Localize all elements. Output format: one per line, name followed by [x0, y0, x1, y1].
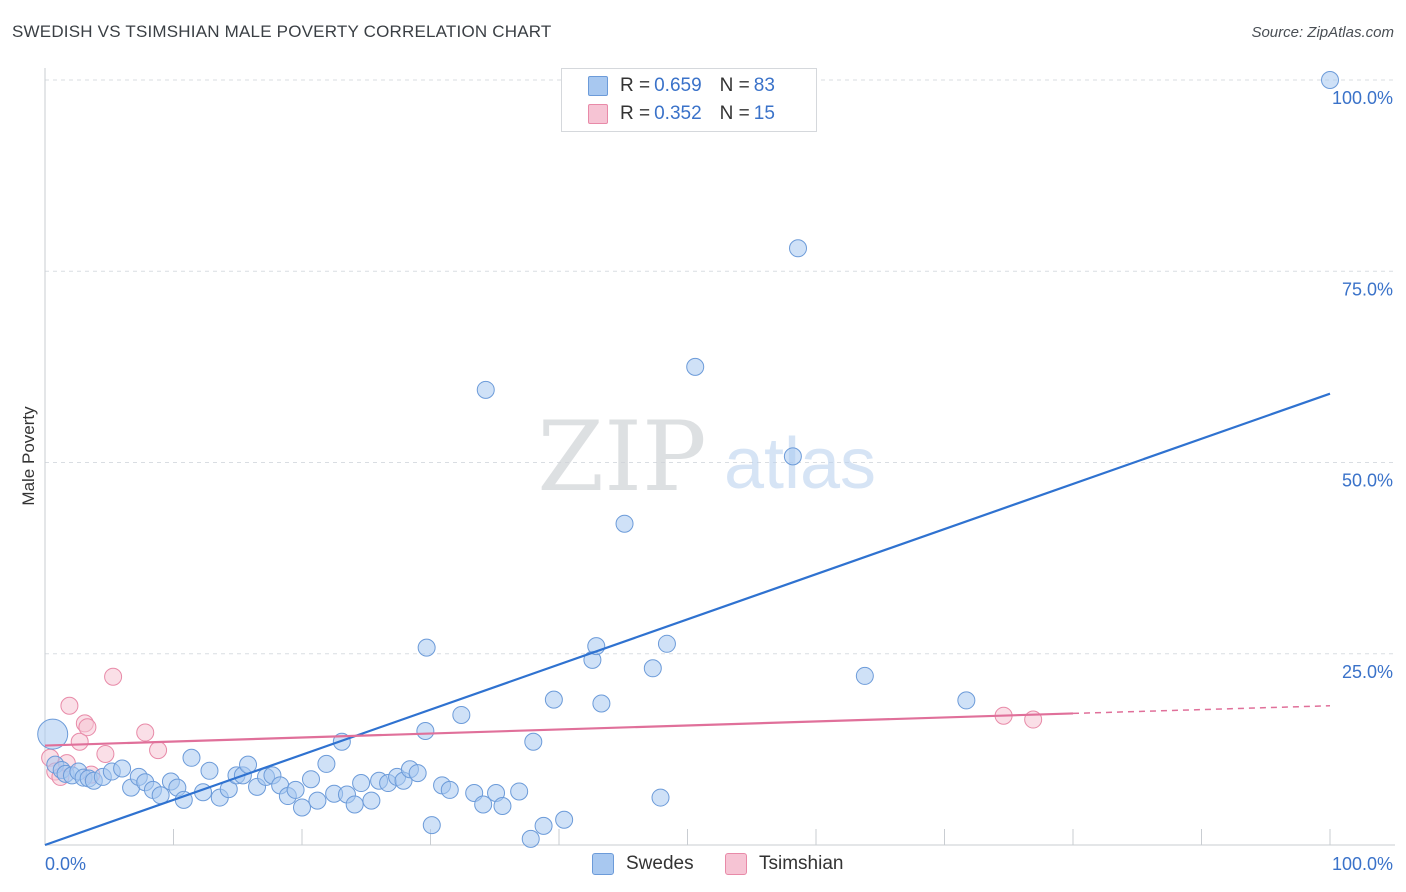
- swedes-point: [440, 780, 459, 799]
- swedes-legend-swatch: [592, 853, 614, 875]
- y-tick-label: 25.0%: [1342, 662, 1393, 682]
- legend-n-label: N =: [719, 75, 750, 96]
- legend-item-tsimshian[interactable]: Tsimshian: [725, 852, 843, 876]
- swedes-point: [493, 796, 512, 815]
- swedes-trend-line: [44, 392, 1331, 847]
- tsimshian-trend-line: [44, 712, 1074, 747]
- x-tick-label: 100.0%: [1332, 854, 1393, 874]
- swedes-point: [182, 748, 201, 767]
- swedes-point: [592, 694, 611, 713]
- tsimshian-legend-swatch: [725, 853, 747, 875]
- swedes-point: [524, 732, 543, 751]
- swedes-point: [408, 764, 427, 783]
- swedes-point: [293, 798, 311, 817]
- swedes-point: [422, 816, 441, 835]
- swedes-point: [452, 705, 471, 724]
- tsimshian-swatch: [588, 104, 608, 124]
- y-tick-label: 75.0%: [1342, 279, 1393, 299]
- legend-n-value-swedes: 83: [753, 75, 775, 96]
- legend-r-value-swedes: 0.659: [654, 75, 702, 96]
- swedes-legend-label: Swedes: [626, 853, 694, 874]
- tsimshian-legend-label: Tsimshian: [759, 853, 844, 874]
- swedes-point: [345, 795, 364, 814]
- x-tick-label: 0.0%: [45, 854, 86, 874]
- legend-item-swedes[interactable]: Swedes: [592, 852, 694, 876]
- swedes-point: [317, 754, 336, 773]
- swedes-point: [534, 816, 553, 835]
- swedes-point: [521, 829, 540, 848]
- legend-n-label: N =: [719, 103, 750, 124]
- swedes-point: [308, 791, 327, 810]
- tsimshian-trend-extension: [1072, 705, 1331, 715]
- swedes-point: [643, 659, 662, 678]
- tsimshian-point: [78, 718, 97, 737]
- y-tick-label: 50.0%: [1342, 471, 1393, 491]
- source-label: Source: ZipAtlas.com: [1251, 24, 1394, 41]
- chart-title: SWEDISH VS TSIMSHIAN MALE POVERTY CORREL…: [12, 22, 552, 41]
- swedes-point: [474, 795, 493, 814]
- legend-r-label: R =: [620, 75, 651, 96]
- swedes-swatch: [588, 76, 608, 96]
- tsimshian-point: [149, 741, 168, 760]
- swedes-point: [657, 634, 676, 653]
- swedes-point: [789, 239, 808, 258]
- swedes-point: [855, 666, 874, 685]
- swedes-point: [510, 782, 529, 801]
- swedes-point: [416, 722, 435, 741]
- watermark-atlas: atlas: [724, 424, 876, 504]
- swedes-point: [544, 690, 563, 709]
- swedes-point: [352, 774, 371, 793]
- y-tick-label: 100.0%: [1332, 88, 1393, 108]
- swedes-point: [555, 810, 574, 829]
- swedes-point: [362, 791, 381, 810]
- tsimshian-point: [136, 723, 155, 742]
- legend-r-value-tsimshian: 0.352: [654, 103, 702, 124]
- swedes-point: [301, 770, 320, 789]
- legend-row-tsimshian: R = 0.352 N = 15: [588, 100, 793, 128]
- tsimshian-point: [104, 667, 123, 686]
- tsimshian-point: [70, 732, 89, 751]
- swedes-point: [286, 780, 305, 799]
- swedes-point: [1321, 71, 1339, 89]
- swedes-point: [113, 759, 132, 778]
- swedes-point: [200, 761, 219, 780]
- swedes-point: [686, 357, 705, 376]
- swedes-point: [615, 514, 634, 533]
- y-axis-label: Male Poverty: [19, 406, 38, 506]
- legend-row-swedes: R = 0.659 N = 83: [588, 72, 793, 100]
- swedes-point: [957, 691, 976, 710]
- legend-r-label: R =: [620, 103, 651, 124]
- stats-legend: R = 0.659 N = 83 R = 0.352 N = 15: [561, 68, 817, 132]
- swedes-point: [651, 788, 670, 807]
- watermark-zip: ZIP: [537, 401, 706, 513]
- legend-n-value-tsimshian: 15: [753, 103, 775, 124]
- swedes-point: [783, 447, 802, 466]
- tsimshian-point: [96, 744, 115, 763]
- swedes-point: [417, 638, 436, 657]
- swedes-point: [476, 380, 495, 399]
- tsimshian-point: [60, 696, 79, 715]
- swedes-point: [37, 718, 69, 750]
